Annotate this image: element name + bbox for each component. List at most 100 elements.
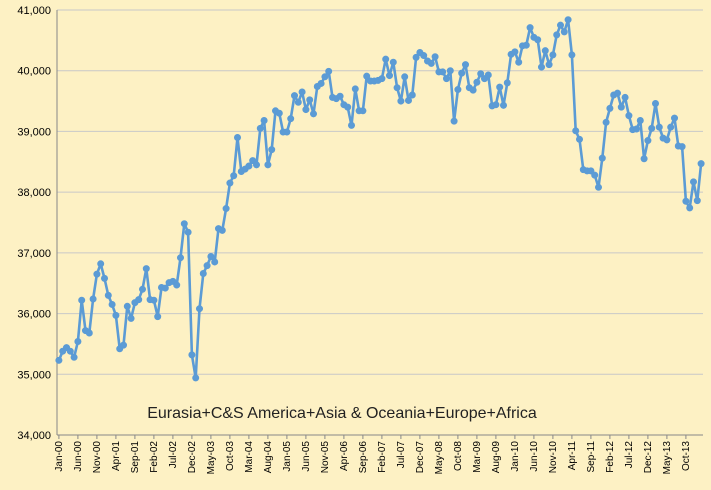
data-point — [256, 124, 264, 132]
data-point — [686, 204, 694, 212]
data-point — [120, 341, 128, 349]
data-point — [397, 97, 405, 105]
data-point — [461, 61, 469, 69]
data-point — [260, 117, 268, 125]
data-point — [640, 155, 648, 163]
x-tick-label: Sep-01 — [130, 441, 141, 474]
data-point — [234, 134, 242, 142]
data-point — [389, 58, 397, 66]
data-point — [207, 253, 215, 261]
x-tick-label: Feb-12 — [605, 441, 616, 473]
data-point — [127, 314, 135, 322]
data-point — [97, 260, 105, 268]
data-point — [150, 296, 158, 304]
x-tick-label: Jun-05 — [301, 441, 312, 472]
data-point — [74, 337, 82, 345]
data-point — [347, 121, 355, 129]
data-point — [245, 162, 253, 170]
data-point — [431, 53, 439, 61]
data-point — [85, 329, 93, 337]
data-point — [442, 75, 450, 83]
data-point — [648, 124, 656, 132]
x-tick-label: Nov-10 — [548, 441, 559, 474]
data-point — [177, 254, 185, 262]
data-point — [667, 123, 675, 131]
data-point — [359, 107, 367, 115]
data-point — [613, 89, 621, 97]
data-point — [541, 47, 549, 55]
data-point — [139, 285, 147, 293]
data-point — [591, 171, 599, 179]
y-tick-label: 34,000 — [17, 430, 51, 442]
data-point — [173, 281, 181, 289]
data-point — [450, 117, 458, 125]
data-point — [336, 92, 344, 100]
data-point — [632, 125, 640, 133]
data-point — [378, 75, 386, 83]
data-point — [203, 262, 211, 270]
data-point — [556, 21, 564, 29]
data-point — [385, 72, 393, 80]
data-point — [636, 117, 644, 125]
data-point — [572, 127, 580, 135]
data-point — [351, 85, 359, 93]
x-tick-label: Jul-07 — [396, 441, 407, 469]
data-point — [325, 67, 333, 75]
data-point — [651, 100, 659, 108]
data-point — [161, 284, 169, 292]
x-tick-label: Sep-11 — [586, 441, 597, 473]
data-point — [682, 197, 690, 205]
data-point — [469, 86, 477, 94]
data-point — [549, 51, 557, 59]
data-point — [287, 115, 295, 123]
data-point — [534, 36, 542, 44]
data-point — [522, 41, 530, 49]
x-tick-label: Apr-01 — [111, 441, 122, 471]
x-tick-label: May-08 — [434, 441, 445, 475]
data-point — [492, 101, 500, 109]
data-point — [625, 112, 633, 120]
x-tick-label: Oct-03 — [225, 441, 236, 471]
data-point — [135, 296, 143, 304]
data-point — [496, 83, 504, 91]
data-point — [670, 114, 678, 122]
data-point — [104, 291, 112, 299]
x-tick-label: Apr-06 — [339, 441, 350, 471]
data-point — [283, 128, 291, 136]
data-point — [123, 302, 131, 310]
x-tick-label: Oct-13 — [681, 441, 692, 471]
data-point — [663, 136, 671, 144]
x-tick-label: Aug-04 — [263, 441, 274, 474]
x-tick-label: Jun-10 — [529, 441, 540, 472]
data-point — [484, 71, 492, 79]
x-tick-label: Dec-02 — [187, 441, 198, 474]
data-point — [363, 72, 371, 80]
data-point — [427, 59, 435, 67]
data-point — [420, 52, 428, 60]
data-point — [382, 55, 390, 63]
x-tick-label: Jan-10 — [510, 441, 521, 472]
data-point — [264, 161, 272, 169]
data-point — [222, 205, 230, 213]
data-point — [515, 58, 523, 66]
data-point — [199, 269, 207, 277]
data-point — [180, 220, 188, 228]
data-point — [575, 135, 583, 143]
data-point — [294, 98, 302, 106]
x-tick-label: Mar-09 — [472, 441, 483, 473]
data-point — [499, 101, 507, 109]
data-point — [408, 91, 416, 99]
x-tick-label: Apr-11 — [567, 441, 578, 471]
data-point — [268, 146, 276, 154]
data-point — [393, 84, 401, 92]
data-point — [568, 51, 576, 59]
y-tick-label: 36,000 — [17, 309, 51, 321]
data-point — [693, 197, 701, 205]
data-point — [401, 73, 409, 81]
data-point — [196, 305, 204, 313]
data-point — [66, 347, 74, 355]
series-group — [55, 16, 705, 382]
data-point — [697, 160, 705, 168]
data-point — [230, 172, 238, 180]
